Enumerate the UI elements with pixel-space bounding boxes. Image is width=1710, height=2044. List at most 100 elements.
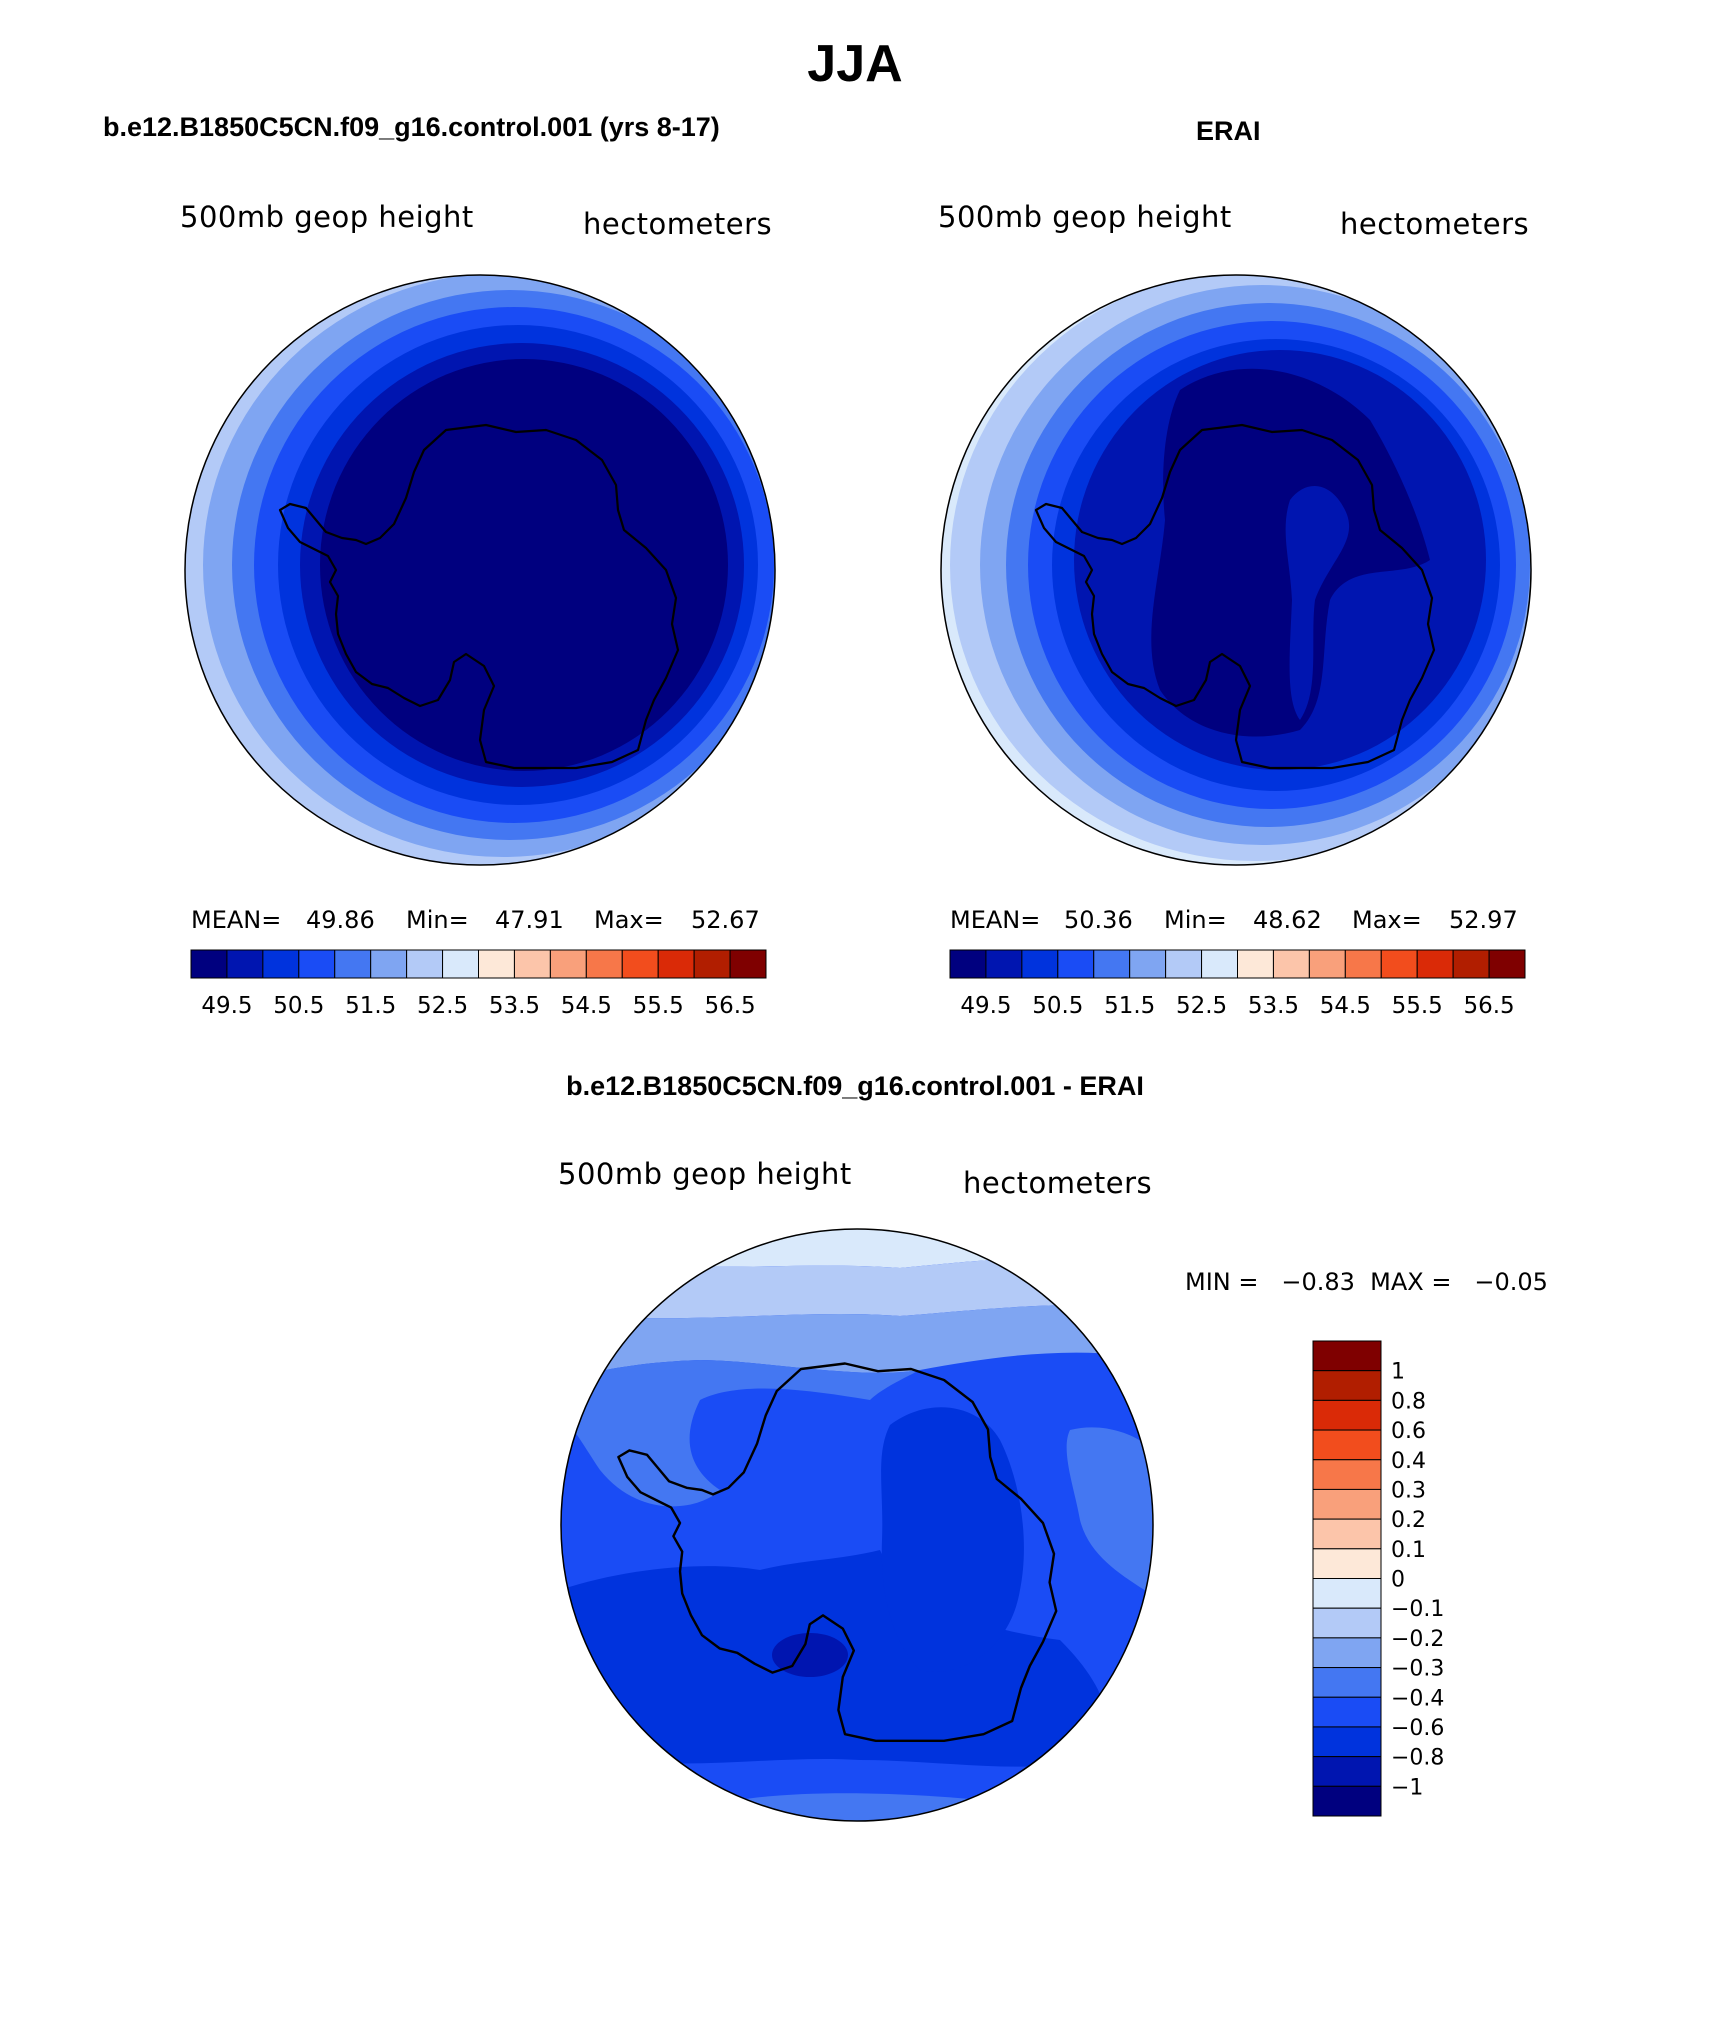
colorbar-diff: 1 0.8 0.6 0.4 0.3 0.2 0.1 0 −0.1 −0.2 −0.3 −0.4 −0.6… [1312, 1340, 1444, 1817]
colorbar-model-swatch [190, 949, 228, 979]
colorbar-erai-swatch [1380, 949, 1418, 979]
colorbar-erai-swatch [1237, 949, 1274, 979]
panel-title-model: b.e12.B1850C5CN.f09_g16.control.001 (yrs… [103, 112, 720, 142]
colorbar-diff-swatch [1312, 1429, 1382, 1461]
stats-min-label-erai: Min= [1164, 906, 1227, 934]
colorbar-model-tick-label: 49.5 [201, 993, 252, 1019]
colorbar-diff-tick-label: −0.8 [1391, 1746, 1444, 1771]
colorbar-model-swatch [406, 949, 444, 979]
panel-title-diff: b.e12.B1850C5CN.f09_g16.control.001 - ER… [566, 1071, 1144, 1101]
stats-min-label-model: Min= [406, 906, 469, 934]
figure-title: JJA [807, 35, 903, 93]
colorbar-diff-tick-label: 0 [1391, 1568, 1405, 1593]
stats-diff: MIN = −0.83 MAX = −0.05 [1185, 1268, 1548, 1296]
colorbar-diff-swatch [1312, 1756, 1382, 1787]
colorbar-erai-swatch [1272, 949, 1310, 979]
colorbar-erai-tick-label: 54.5 [1320, 993, 1371, 1019]
stats-min-value-erai: 48.62 [1253, 906, 1322, 934]
stats-mean-value-model: 49.86 [306, 906, 375, 934]
colorbar-diff-tick-label: 0.1 [1391, 1538, 1426, 1563]
colorbar-model-tick-label: 50.5 [273, 993, 324, 1019]
colorbar-model-swatch [621, 949, 659, 979]
colorbar-diff-swatch [1312, 1340, 1382, 1372]
colorbar-diff-tick-label: −0.2 [1391, 1627, 1444, 1652]
colorbar-model-tick-label: 51.5 [345, 993, 396, 1019]
colorbar-diff-swatch [1312, 1488, 1382, 1520]
panel-title-erai: ERAI [1196, 116, 1261, 146]
stats-mean-label-model: MEAN= [191, 906, 282, 934]
colorbar-erai-swatch [1129, 949, 1167, 979]
colorbar-model: 49.5 50.5 51.5 52.5 53.5 54.5 55.5 56.5 [190, 949, 767, 1019]
colorbar-model-swatch [262, 949, 300, 979]
colorbar-diff-tick-label: −1 [1391, 1775, 1423, 1800]
colorbar-erai-swatch [1165, 949, 1203, 979]
map-model-contours [185, 275, 775, 865]
colorbar-diff-swatch [1312, 1785, 1382, 1817]
colorbar-diff-swatch [1312, 1607, 1382, 1639]
colorbar-model-tick-label: 55.5 [633, 993, 684, 1019]
colorbar-diff-tick-label: −0.3 [1391, 1657, 1444, 1682]
colorbar-erai-tick-label: 53.5 [1248, 993, 1299, 1019]
colorbar-erai-swatch [1452, 949, 1490, 979]
colorbar-diff-swatch [1312, 1370, 1382, 1401]
colorbar-model-tick-label: 53.5 [489, 993, 540, 1019]
colorbar-diff-swatch [1312, 1578, 1382, 1609]
colorbar-diff-tick-label: −0.4 [1391, 1686, 1444, 1711]
units-label-diff: hectometers [963, 1166, 1153, 1200]
colorbar-model-tick-label: 56.5 [704, 993, 755, 1019]
stats-mean-label-erai: MEAN= [950, 906, 1041, 934]
colorbar-erai: 49.5 50.5 51.5 52.5 53.5 54.5 55.5 56.5 [949, 949, 1526, 1019]
colorbar-erai-tick-label: 50.5 [1032, 993, 1083, 1019]
map-diff-boundary [560, 1228, 1154, 1822]
colorbar-diff-tick-label: −0.6 [1391, 1716, 1444, 1741]
colorbar-erai-tick-label: 49.5 [960, 993, 1011, 1019]
field-label-erai: 500mb geop height [938, 200, 1232, 234]
colorbar-model-swatch [298, 949, 336, 979]
colorbar-diff-tick-label: 0.2 [1391, 1508, 1426, 1533]
colorbar-diff-tick-label: 0.8 [1391, 1389, 1426, 1414]
map-erai-contours [941, 275, 1531, 865]
colorbar-model-swatch [729, 949, 767, 979]
colorbar-erai-swatch [985, 949, 1023, 979]
colorbar-diff-swatch [1312, 1667, 1382, 1698]
stats-mean-value-erai: 50.36 [1064, 906, 1133, 934]
colorbar-diff-swatch [1312, 1726, 1382, 1758]
colorbar-erai-tick-label: 55.5 [1392, 993, 1443, 1019]
map-model-boundary [184, 274, 776, 866]
colorbar-erai-swatch [1308, 949, 1346, 979]
colorbar-model-swatch [334, 949, 372, 979]
colorbar-erai-swatch [1488, 949, 1526, 979]
colorbar-erai-tick-label: 56.5 [1463, 993, 1514, 1019]
colorbar-model-swatch [693, 949, 731, 979]
stats-max-value-erai: 52.97 [1449, 906, 1518, 934]
colorbar-erai-swatch [1344, 949, 1382, 979]
colorbar-diff-tick-label: 0.6 [1391, 1419, 1426, 1444]
field-label-model: 500mb geop height [180, 200, 474, 234]
colorbar-model-swatch [513, 949, 551, 979]
colorbar-diff-tick-label: −0.1 [1391, 1597, 1444, 1622]
colorbar-model-tick-label: 52.5 [417, 993, 468, 1019]
colorbar-model-swatch [442, 949, 479, 979]
colorbar-erai-swatch [1093, 949, 1131, 979]
colorbar-diff-swatch [1312, 1459, 1382, 1490]
colorbar-diff-tick-label: 1 [1391, 1360, 1405, 1385]
colorbar-erai-swatch [1201, 949, 1238, 979]
colorbar-model-swatch [549, 949, 587, 979]
colorbar-diff-swatch [1312, 1696, 1382, 1728]
map-diff-contours [561, 1229, 1153, 1821]
colorbar-erai-swatch [1416, 949, 1454, 979]
colorbar-model-swatch [657, 949, 695, 979]
map-erai-boundary [940, 274, 1532, 866]
field-label-diff: 500mb geop height [558, 1157, 852, 1191]
colorbar-diff-swatch [1312, 1399, 1382, 1431]
colorbar-diff-swatch [1312, 1548, 1382, 1579]
colorbar-model-tick-label: 54.5 [561, 993, 612, 1019]
stats-max-label-model: Max= [594, 906, 664, 934]
colorbar-diff-swatch [1312, 1518, 1382, 1550]
colorbar-model-swatch [585, 949, 623, 979]
colorbar-model-swatch [226, 949, 264, 979]
colorbar-erai-swatch [1057, 949, 1095, 979]
colorbar-model-swatch [370, 949, 408, 979]
colorbar-diff-tick-label: 0.4 [1391, 1449, 1426, 1474]
